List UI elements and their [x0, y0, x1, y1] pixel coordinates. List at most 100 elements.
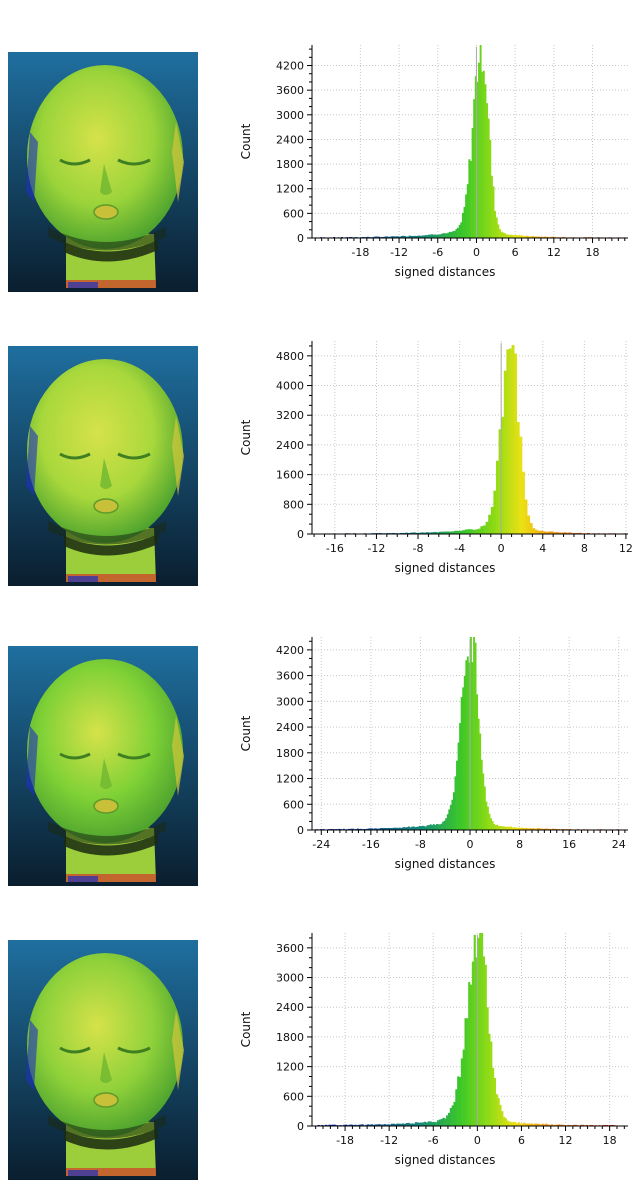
y-tick-label: 3200 [276, 409, 304, 422]
histogram-bar [455, 1089, 457, 1126]
mouth [94, 1093, 118, 1107]
head [27, 359, 183, 543]
histogram-bar [512, 345, 515, 534]
histogram-bar [457, 1076, 459, 1126]
y-tick-label: 4200 [276, 644, 304, 657]
x-tick-label: 24 [612, 838, 626, 851]
histogram-bar [422, 1122, 424, 1126]
x-tick-label: -16 [326, 542, 344, 555]
histogram-bar [430, 1121, 432, 1126]
histogram-bar [467, 529, 470, 534]
histogram-bar [499, 1105, 501, 1126]
y-tick-label: 2400 [276, 439, 304, 452]
x-tick-label: 0 [473, 246, 480, 259]
y-tick-label: 3000 [276, 972, 304, 985]
histogram-bar [441, 1119, 443, 1126]
histogram-bar [486, 522, 489, 534]
histogram-bar [463, 1050, 465, 1126]
face-scan-svg [8, 346, 198, 586]
histogram-bar [437, 1120, 439, 1126]
x-axis-title: signed distances [395, 857, 496, 871]
y-tick-label: 1200 [276, 773, 304, 786]
histogram-bar [491, 507, 494, 534]
histogram-bar [481, 933, 483, 1126]
histogram-bar [509, 1122, 511, 1126]
histogram-bar [420, 1123, 422, 1126]
histogram-bar [488, 515, 491, 534]
x-axis-title: signed distances [395, 561, 496, 575]
y-tick-label: 1800 [276, 158, 304, 171]
histogram-bar [485, 965, 487, 1126]
histogram-bar [496, 461, 499, 534]
y-tick-label: 1800 [276, 747, 304, 760]
histogram-bar [518, 1122, 520, 1126]
histogram-bar [493, 491, 496, 534]
histogram-bar [487, 1007, 489, 1126]
y-tick-label: 3000 [276, 109, 304, 122]
x-tick-label: 12 [559, 1134, 573, 1147]
histogram-bar [505, 1118, 507, 1126]
y-tick-label: 3600 [276, 670, 304, 683]
y-tick-label: 3600 [276, 942, 304, 955]
histogram-bar [525, 500, 528, 534]
y-tick-label: 3600 [276, 84, 304, 97]
histogram-bar [470, 985, 472, 1126]
histogram-bar [503, 1117, 505, 1126]
y-tick-label: 4800 [276, 350, 304, 363]
y-tick-label: 1800 [276, 1031, 304, 1044]
y-tick-label: 1200 [276, 183, 304, 196]
histogram-bar [470, 529, 473, 534]
histogram-bar [514, 1122, 516, 1126]
histogram-bar [475, 529, 478, 534]
histogram-bar [492, 1068, 494, 1126]
histogram-bar [435, 1122, 437, 1126]
x-tick-label: -6 [428, 1134, 439, 1147]
histogram-bar [483, 525, 486, 534]
histogram-bar [461, 1058, 463, 1126]
x-tick-label: -18 [336, 1134, 354, 1147]
head [27, 953, 183, 1137]
face-scan-image [8, 940, 198, 1180]
x-tick-label: -24 [312, 838, 330, 851]
x-axis-title: signed distances [395, 265, 496, 279]
histogram-bar [473, 530, 476, 534]
x-tick-label: -8 [415, 838, 426, 851]
y-tick-label: 600 [283, 207, 304, 220]
histogram-bar [510, 1122, 512, 1126]
histogram-bar [419, 1123, 421, 1126]
histogram-bars [315, 637, 619, 830]
histogram-bar [424, 1122, 426, 1126]
histogram-bar [450, 1108, 452, 1126]
histogram-bar [468, 982, 470, 1126]
x-tick-label: -12 [367, 542, 385, 555]
histogram-bar [472, 962, 474, 1126]
histogram-bar [512, 1122, 514, 1126]
x-tick-label: 18 [586, 246, 600, 259]
histogram-bar [453, 1102, 455, 1126]
histogram-bar [478, 529, 481, 534]
y-tick-label: 4000 [276, 380, 304, 393]
histogram-bar [431, 1122, 433, 1126]
y-tick-label: 600 [283, 1090, 304, 1103]
x-tick-label: -12 [390, 246, 408, 259]
histogram-bar [522, 472, 525, 534]
y-axis-title: Count [239, 715, 253, 751]
face-scan-svg [8, 940, 198, 1180]
x-tick-label: -16 [362, 838, 380, 851]
x-tick-label: -8 [413, 542, 424, 555]
y-tick-label: 2400 [276, 133, 304, 146]
y-tick-label: 0 [297, 528, 304, 541]
histogram-bar [479, 933, 481, 1126]
y-tick-label: 800 [283, 498, 304, 511]
histogram-bar [474, 935, 476, 1126]
histogram-bar [426, 1122, 428, 1126]
histogram-bar [442, 1118, 444, 1126]
y-tick-label: 1600 [276, 469, 304, 482]
y-tick-label: 0 [297, 1120, 304, 1133]
histogram-bar [532, 528, 535, 534]
face-scan-svg [8, 646, 198, 886]
